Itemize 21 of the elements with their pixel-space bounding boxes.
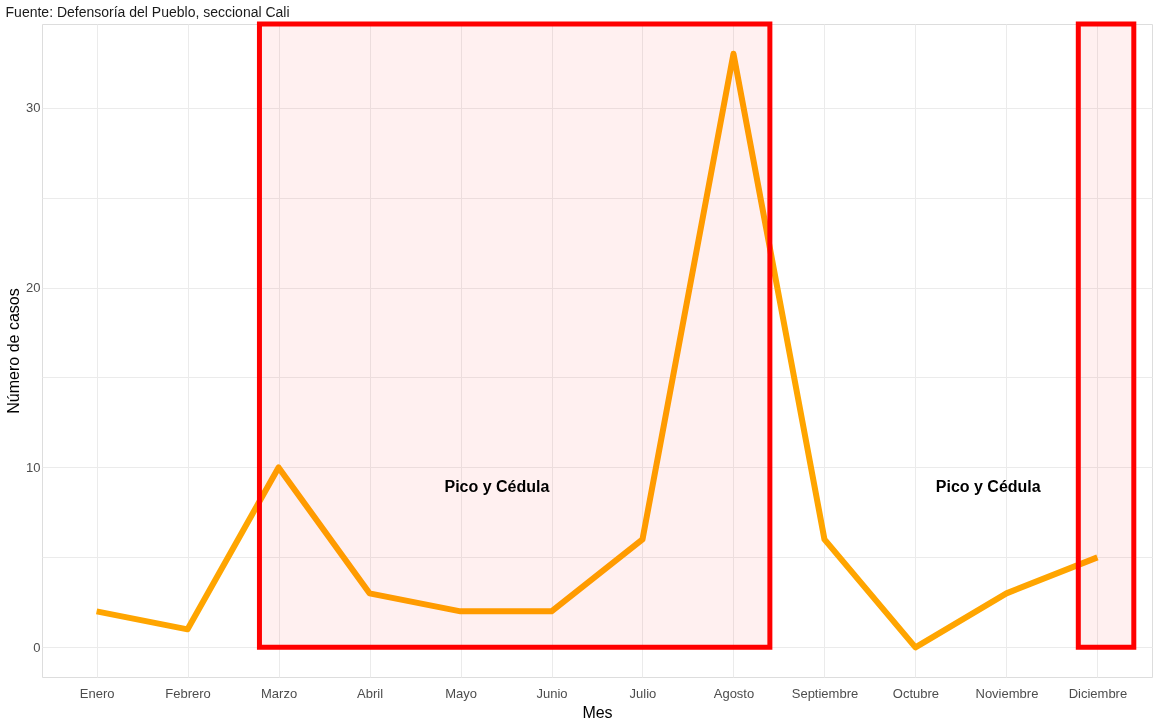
annotation: Pico y Cédula (444, 478, 550, 496)
x-tick-label: Agosto (713, 685, 755, 701)
x-tick-label: Febrero (165, 685, 211, 701)
x-tick-label: Septiembre (791, 685, 859, 701)
y-tick-label: 30 (26, 100, 41, 116)
x-tick-label: Junio (536, 685, 568, 701)
y-axis-title: Número de casos (5, 288, 23, 414)
x-tick-label: Marzo (260, 685, 298, 701)
x-tick-label: Diciembre (1068, 685, 1128, 701)
x-tick-label: Julio (629, 685, 657, 701)
x-tick-label: Abril (357, 685, 384, 701)
source-note: Fuente: Defensoría del Pueblo, seccional Cali (5, 3, 290, 20)
y-tick-label: 10 (26, 459, 41, 475)
annotation: Pico y Cédula (935, 478, 1041, 496)
y-tick-label: 0 (33, 639, 41, 655)
x-tick-label: Octubre (892, 685, 940, 701)
x-tick-label: Noviembre (975, 685, 1039, 701)
x-tick-label: Mayo (445, 685, 477, 701)
x-axis-title: Mes (582, 703, 613, 721)
x-tick-label: Enero (79, 685, 115, 701)
y-tick-label: 20 (26, 280, 41, 296)
